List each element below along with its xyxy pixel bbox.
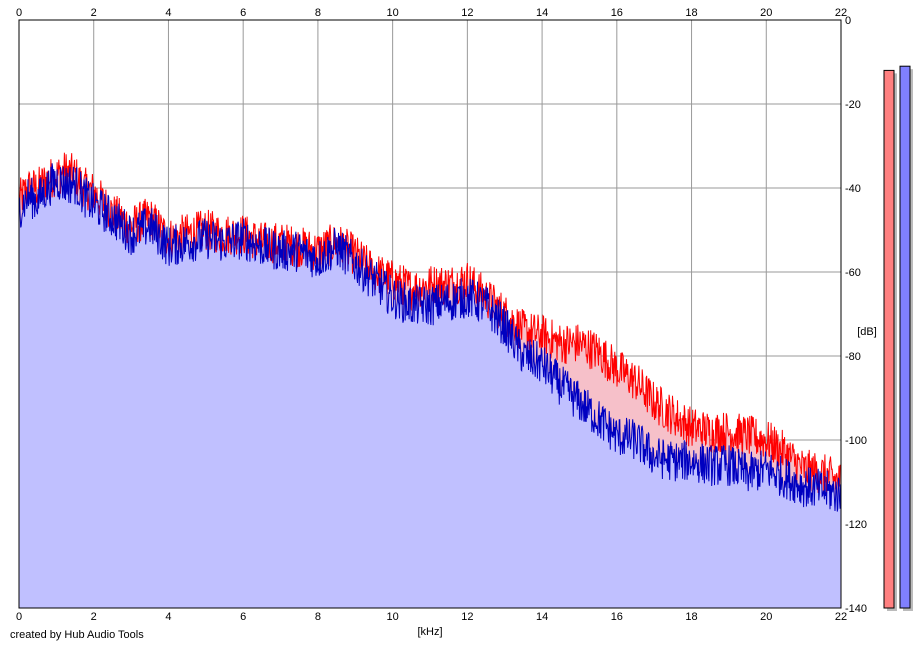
y-tick-label: -140 [845,603,867,615]
series-line-blue [18,163,842,512]
y-tick-label: -40 [845,183,861,195]
x-axis-label: [kHz] [417,626,442,638]
x-tick-label-bottom: 16 [611,611,623,623]
y-ticks: 0 -20 -40 -60 -80 -100 -120 -140 [845,15,867,615]
y-tick-label: 0 [845,15,851,27]
x-ticks-bottom: 0 2 4 6 8 10 12 14 16 18 20 22 [16,611,847,623]
y-tick-label: -60 [845,267,861,279]
x-tick-label-top: 8 [315,7,321,19]
x-tick-label-top: 22 [835,7,847,19]
x-tick-label-bottom: 4 [165,611,171,623]
x-tick-label-top: 2 [91,7,97,19]
x-tick-label-top: 20 [760,7,772,19]
x-ticks-top: 0 2 4 6 8 10 12 14 16 18 20 22 [16,7,847,19]
y-tick-label: -120 [845,519,867,531]
level-bar [883,69,895,609]
x-tick-label-bottom: 18 [685,611,697,623]
level-bar [899,65,911,609]
level-meters [883,65,913,611]
spectrum-area-fill [19,152,841,608]
x-tick-label-top: 16 [611,7,623,19]
y-axis-label: [dB] [857,326,877,338]
series-lines [18,152,842,512]
y-tick-label: -100 [845,435,867,447]
x-tick-label-bottom: 6 [240,611,246,623]
x-tick-label-top: 14 [536,7,548,19]
x-tick-label-bottom: 8 [315,611,321,623]
x-tick-label-top: 10 [387,7,399,19]
credit-caption: created by Hub Audio Tools [10,629,144,641]
x-tick-label-top: 18 [685,7,697,19]
y-tick-label: -20 [845,99,861,111]
x-tick-label-top: 12 [461,7,473,19]
x-tick-label-bottom: 20 [760,611,772,623]
x-tick-label-bottom: 12 [461,611,473,623]
x-tick-label-bottom: 22 [835,611,847,623]
x-tick-label-bottom: 0 [16,611,22,623]
x-tick-label-bottom: 10 [387,611,399,623]
y-tick-label: -80 [845,351,861,363]
x-tick-label-top: 6 [240,7,246,19]
x-tick-label-top: 0 [16,7,22,19]
x-tick-label-bottom: 14 [536,611,548,623]
plot-frame [18,19,842,609]
x-tick-label-top: 4 [165,7,171,19]
x-tick-label-bottom: 2 [91,611,97,623]
difference-fill [19,152,841,512]
